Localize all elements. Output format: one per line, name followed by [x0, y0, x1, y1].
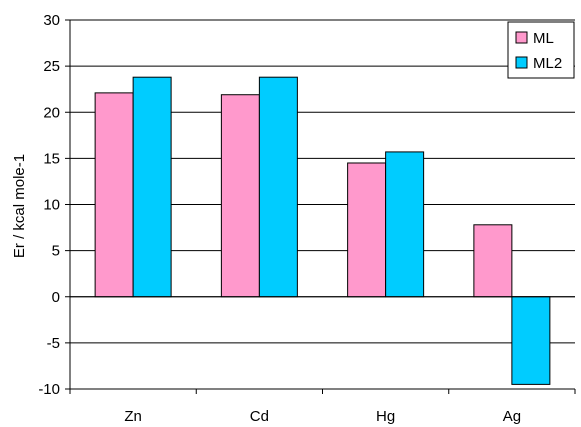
legend-label-ml2: ML2 — [533, 55, 562, 72]
bar-ml2-hg — [385, 151, 425, 298]
y-axis-title: Er / kcal mole-1 — [11, 154, 28, 258]
y-tick-label: 30 — [43, 12, 60, 29]
bars — [94, 76, 551, 385]
bar-ml-cd — [220, 94, 260, 298]
bar-ml2-cd — [258, 76, 298, 298]
y-tick-label: 5 — [52, 243, 60, 260]
bar-ml2-ag — [511, 296, 551, 385]
axes — [65, 19, 576, 394]
bar-ml-zn — [94, 92, 134, 298]
y-tick-label: 20 — [43, 104, 60, 121]
bar-ml-hg — [347, 162, 387, 298]
y-tick-label: 25 — [43, 58, 60, 75]
bar-ml2-zn — [132, 76, 172, 298]
legend-swatch-ml — [515, 31, 528, 44]
y-tick-label: 15 — [43, 150, 60, 167]
bar-ml-ag — [473, 224, 513, 298]
y-tick-label: -10 — [38, 381, 60, 398]
legend: ML ML2 — [507, 21, 575, 79]
y-tick-label: 0 — [52, 289, 60, 306]
x-tick-label: Cd — [250, 408, 269, 425]
x-tick-label: Zn — [124, 408, 142, 425]
x-tick-label: Hg — [376, 408, 395, 425]
tick-labels: -10 -5 0 5 10 15 20 25 30 Zn Cd Hg Ag — [38, 12, 521, 425]
x-tick-label: Ag — [503, 408, 521, 425]
legend-swatch-ml2 — [515, 56, 528, 69]
legend-label-ml: ML — [533, 30, 554, 47]
y-tick-label: 10 — [43, 197, 60, 214]
y-tick-label: -5 — [47, 335, 60, 352]
legend-box — [507, 21, 575, 79]
